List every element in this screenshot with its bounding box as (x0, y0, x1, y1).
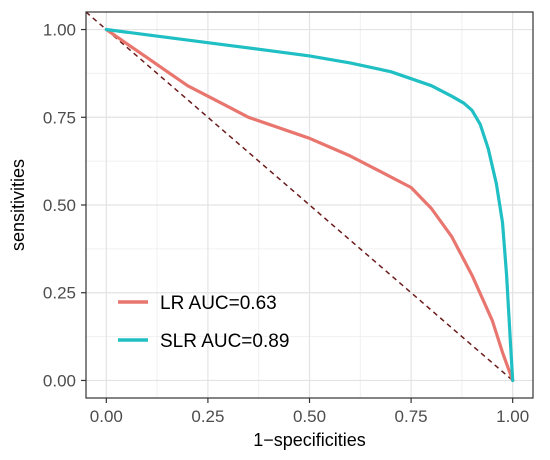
x-tick-label: 0.25 (191, 407, 224, 426)
legend: LR AUC=0.63 SLR AUC=0.89 (118, 293, 289, 352)
y-tick-label: 0.25 (43, 284, 76, 303)
legend-label-slr: SLR AUC=0.89 (160, 331, 289, 352)
x-tick-label: 0.50 (293, 407, 326, 426)
y-axis-ticks: 0.00 0.25 0.50 0.75 1.00 (43, 21, 86, 390)
x-axis-title: 1−specificities (253, 430, 366, 450)
y-tick-label: 0.00 (43, 371, 76, 390)
reference-diagonal-line (85, 11, 514, 382)
x-tick-label: 0.75 (395, 407, 428, 426)
y-axis-title: sensitivities (8, 159, 28, 251)
y-tick-label: 0.50 (43, 196, 76, 215)
legend-label-lr: LR AUC=0.63 (160, 293, 277, 314)
series-line-lr (104, 27, 515, 383)
y-tick-label: 1.00 (43, 21, 76, 40)
y-tick-label: 0.75 (43, 108, 76, 127)
x-tick-label: 1.00 (496, 407, 529, 426)
series-layer (104, 27, 515, 383)
grid-major (86, 12, 533, 398)
x-axis-ticks: 0.00 0.25 0.50 0.75 1.00 (90, 398, 529, 426)
x-tick-label: 0.00 (90, 407, 123, 426)
series-line-slr (104, 27, 515, 383)
